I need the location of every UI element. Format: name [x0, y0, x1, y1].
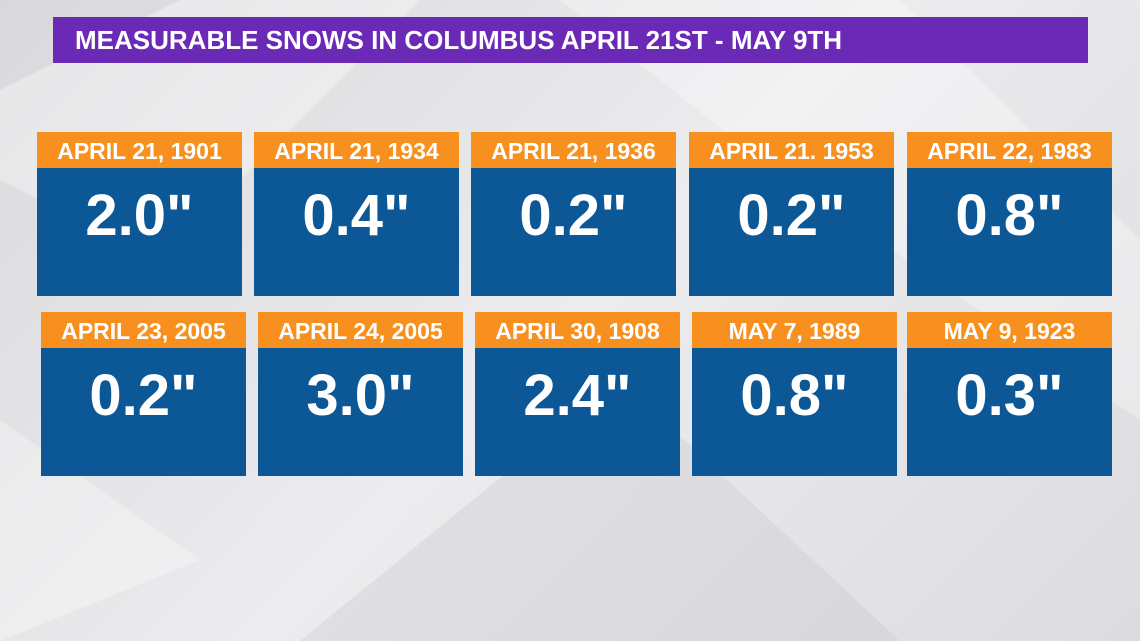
card-date: APRIL 21, 1936 — [471, 132, 676, 168]
card-amount: 0.2" — [689, 168, 894, 296]
card-amount: 0.4" — [254, 168, 459, 296]
card-date: APRIL 23, 2005 — [41, 312, 246, 348]
card-amount: 0.2" — [41, 348, 246, 476]
card-date: APRIL 21, 1934 — [254, 132, 459, 168]
card-amount: 0.8" — [907, 168, 1112, 296]
snow-card: MAY 7, 1989 0.8" — [692, 312, 897, 476]
card-amount: 0.3" — [907, 348, 1112, 476]
card-date: APRIL 21, 1901 — [37, 132, 242, 168]
card-amount: 0.8" — [692, 348, 897, 476]
snow-card: APRIL 24, 2005 3.0" — [258, 312, 463, 476]
card-date: APRIL 30, 1908 — [475, 312, 680, 348]
snow-card: APRIL 21. 1953 0.2" — [689, 132, 894, 296]
snow-card: APRIL 30, 1908 2.4" — [475, 312, 680, 476]
card-amount: 3.0" — [258, 348, 463, 476]
card-amount: 2.0" — [37, 168, 242, 296]
card-date: APRIL 24, 2005 — [258, 312, 463, 348]
snow-card: MAY 9, 1923 0.3" — [907, 312, 1112, 476]
snow-card: APRIL 21, 1934 0.4" — [254, 132, 459, 296]
title-bar: MEASURABLE SNOWS IN COLUMBUS APRIL 21ST … — [53, 17, 1088, 63]
snow-card: APRIL 21, 1901 2.0" — [37, 132, 242, 296]
card-date: MAY 7, 1989 — [692, 312, 897, 348]
snow-card: APRIL 22, 1983 0.8" — [907, 132, 1112, 296]
card-amount: 2.4" — [475, 348, 680, 476]
card-amount: 0.2" — [471, 168, 676, 296]
card-date: MAY 9, 1923 — [907, 312, 1112, 348]
snow-card: APRIL 23, 2005 0.2" — [41, 312, 246, 476]
card-date: APRIL 22, 1983 — [907, 132, 1112, 168]
card-date: APRIL 21. 1953 — [689, 132, 894, 168]
snow-card: APRIL 21, 1936 0.2" — [471, 132, 676, 296]
